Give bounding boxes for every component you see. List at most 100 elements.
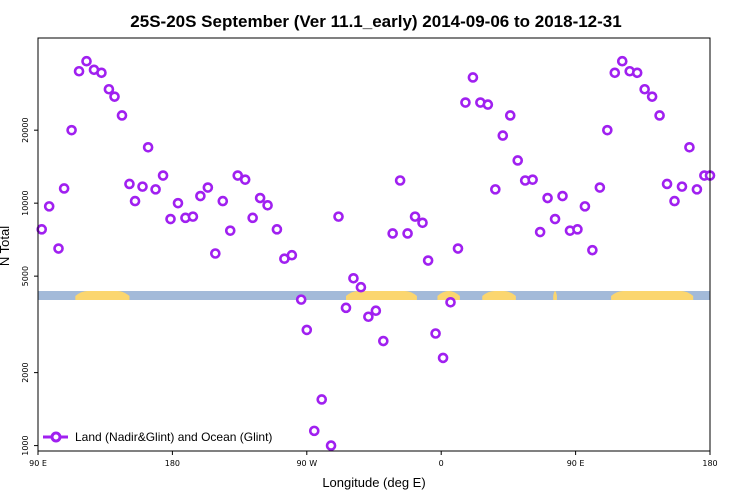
- data-points: [36, 55, 716, 451]
- land-segment-5: [611, 291, 694, 300]
- data-point-49: [402, 228, 413, 239]
- data-point-16: [150, 184, 161, 195]
- land-segment-4: [553, 291, 557, 300]
- data-point-64: [512, 155, 524, 166]
- data-point-9: [103, 83, 115, 95]
- data-point-26: [224, 225, 236, 236]
- data-point-54: [437, 352, 449, 364]
- data-point-30: [254, 192, 266, 204]
- data-point-8: [96, 67, 107, 79]
- data-point-24: [210, 248, 221, 259]
- data-point-39: [325, 440, 337, 451]
- data-point-3: [58, 183, 70, 194]
- x-tick-label-4: 90 E: [567, 459, 585, 468]
- data-point-48: [394, 175, 406, 186]
- x-tick-label-5: 180: [702, 459, 717, 468]
- data-point-43: [355, 281, 367, 293]
- data-point-22: [195, 190, 206, 202]
- y-tick-label-2: 5000: [21, 266, 30, 286]
- data-point-42: [348, 272, 359, 284]
- data-point-84: [661, 178, 673, 190]
- data-point-29: [247, 212, 258, 224]
- data-point-60: [482, 99, 494, 110]
- data-point-38: [316, 394, 328, 405]
- data-point-18: [165, 213, 176, 225]
- data-point-0: [36, 224, 48, 235]
- data-point-34: [286, 249, 298, 261]
- x-axis-label: Longitude (deg E): [322, 475, 425, 490]
- data-point-23: [202, 182, 214, 193]
- data-point-14: [137, 181, 148, 192]
- x-axis-ticks: 90 E 180 90 W 0 90 E 180: [29, 451, 718, 468]
- data-point-50: [409, 211, 421, 222]
- plot-frame: [37, 37, 711, 452]
- data-point-4: [66, 124, 77, 136]
- data-point-12: [124, 178, 135, 190]
- data-point-81: [639, 83, 650, 95]
- data-point-77: [609, 67, 621, 79]
- data-point-76: [602, 124, 613, 136]
- data-point-41: [340, 302, 352, 314]
- data-point-55: [445, 297, 456, 308]
- data-point-73: [579, 201, 591, 212]
- data-point-61: [490, 184, 501, 195]
- y-tick-label-4: 20000: [21, 117, 30, 142]
- data-point-32: [271, 224, 283, 235]
- data-point-86: [676, 181, 688, 192]
- data-point-37: [308, 425, 320, 437]
- x-tick-label-0: 90 E: [29, 459, 47, 468]
- legend-marker-swatch: [50, 431, 62, 443]
- legend-label: Land (Nadir&Glint) and Ocean (Glint): [75, 430, 272, 444]
- data-point-25: [217, 195, 229, 207]
- data-point-45: [370, 305, 382, 317]
- data-point-69: [549, 213, 561, 225]
- data-point-40: [333, 211, 344, 222]
- data-point-19: [172, 197, 184, 209]
- data-point-53: [430, 328, 441, 339]
- y-tick-label-3: 10000: [21, 190, 30, 215]
- x-tick-label-2: 90 W: [296, 459, 317, 468]
- y-axis-label: N Total: [0, 226, 12, 266]
- data-point-70: [557, 190, 568, 202]
- data-point-82: [646, 91, 658, 102]
- y-tick-label-0: 1000: [21, 435, 30, 455]
- x-tick-label-1: 180: [165, 459, 180, 468]
- data-point-21: [187, 211, 199, 222]
- data-point-13: [129, 195, 141, 207]
- legend: Land (Nadir&Glint) and Ocean (Glint): [43, 430, 272, 444]
- data-point-75: [594, 182, 606, 193]
- data-point-17: [157, 170, 169, 181]
- land-segment-3: [482, 291, 516, 300]
- data-point-56: [452, 243, 464, 254]
- data-point-46: [378, 335, 389, 347]
- data-point-74: [587, 244, 598, 256]
- data-point-85: [669, 195, 680, 207]
- data-point-83: [654, 110, 665, 121]
- data-point-62: [497, 130, 509, 141]
- data-point-88: [691, 184, 703, 195]
- data-point-1: [43, 201, 55, 212]
- data-point-10: [109, 91, 120, 102]
- data-point-87: [684, 141, 695, 153]
- data-point-15: [142, 141, 154, 153]
- data-point-27: [232, 170, 244, 181]
- data-point-11: [116, 110, 128, 121]
- land-segment-2: [437, 291, 460, 300]
- data-point-80: [631, 67, 643, 79]
- data-point-28: [239, 174, 251, 185]
- data-point-78: [616, 55, 628, 67]
- land-segment-1: [346, 291, 417, 300]
- y-axis-ticks: 1000 2000 5000 10000 20000: [21, 117, 38, 456]
- x-tick-label-3: 0: [439, 459, 444, 468]
- data-point-52: [422, 255, 434, 266]
- data-point-6: [81, 55, 92, 67]
- data-point-51: [417, 217, 428, 229]
- data-point-35: [295, 294, 307, 305]
- data-point-67: [534, 226, 546, 238]
- data-point-66: [527, 174, 538, 185]
- data-point-44: [363, 311, 374, 323]
- y-tick-label-1: 2000: [21, 362, 30, 382]
- data-point-68: [542, 192, 553, 204]
